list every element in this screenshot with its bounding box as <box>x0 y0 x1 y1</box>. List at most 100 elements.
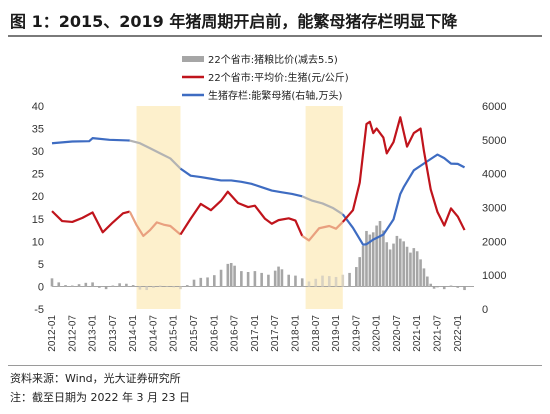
footer-divider <box>8 365 542 366</box>
x-tick-2018-07: 2018-07 <box>311 315 322 352</box>
ratio-bar-68 <box>426 276 429 287</box>
x-tick-2013-07: 2013-07 <box>108 315 119 352</box>
ratio-bar-45 <box>341 274 345 287</box>
sows-line-segment-0 <box>51 137 130 145</box>
ratio-bar-14 <box>145 286 148 291</box>
ratio-bar-36 <box>280 269 284 287</box>
ratio-bar-44 <box>334 276 338 287</box>
sows-line-segment-1 <box>129 139 182 170</box>
ratio-bar-61 <box>402 241 405 287</box>
left-tick-20: 20 <box>32 191 44 203</box>
left-tick-15: 15 <box>32 214 44 226</box>
x-tick-2016-07: 2016-07 <box>230 315 241 352</box>
right-tick-5000: 5000 <box>482 135 506 147</box>
ratio-bar-10 <box>118 283 121 287</box>
sows-line-segment-2 <box>179 167 303 198</box>
ratio-bar-66 <box>419 259 422 287</box>
x-tick-2016-01: 2016-01 <box>209 315 220 352</box>
ratio-bar-12 <box>131 285 135 287</box>
right-tick-4000: 4000 <box>482 169 506 181</box>
ratio-bar-20 <box>185 285 189 287</box>
ratio-bar-64 <box>412 248 416 287</box>
x-tick-2012-07: 2012-07 <box>67 315 78 352</box>
ratio-bar-38 <box>294 275 297 287</box>
ratio-bar-27 <box>229 262 233 287</box>
right-tick-1000: 1000 <box>482 270 506 282</box>
x-tick-2020-01: 2020-01 <box>372 315 383 352</box>
ratio-bar-5 <box>84 282 88 287</box>
ratio-bar-56 <box>385 242 389 287</box>
ratio-bar-6 <box>91 282 94 287</box>
left-tick-10: 10 <box>32 236 44 248</box>
sows-line-segment-4 <box>341 153 466 246</box>
ratio-bar-75 <box>463 286 466 291</box>
x-tick-2015-07: 2015-07 <box>189 315 200 352</box>
x-tick-2013-01: 2013-01 <box>88 315 99 352</box>
ratio-bar-72 <box>442 286 446 290</box>
ratio-bar-29 <box>240 271 243 287</box>
ratio-bar-13 <box>138 286 142 290</box>
ratio-bar-40 <box>307 281 311 287</box>
source-note: 资料来源：Wind，光大证券研究所 <box>10 372 181 385</box>
shaded-period-2 <box>305 106 343 309</box>
ratio-bar-21 <box>192 279 196 287</box>
ratio-bar-1 <box>57 282 61 287</box>
ratio-bar-15 <box>152 286 155 288</box>
ratio-bar-74 <box>456 286 460 288</box>
ratio-bar-24 <box>213 275 216 287</box>
left-tick-30: 30 <box>32 146 44 158</box>
price-line-segment-2 <box>179 190 304 237</box>
ratio-bar-69 <box>429 283 433 287</box>
ratio-bar-42 <box>321 275 324 287</box>
ratio-bar-60 <box>398 238 402 287</box>
ratio-bar-30 <box>246 272 250 287</box>
ratio-bar-35 <box>277 266 280 287</box>
price-line-segment-0 <box>51 210 131 234</box>
ratio-bar-11 <box>125 283 128 287</box>
ratio-bar-33 <box>267 274 270 287</box>
x-tick-2014-07: 2014-07 <box>148 315 159 352</box>
ratio-bar-31 <box>253 271 257 287</box>
ratio-bar-2 <box>64 285 67 287</box>
ratio-bar-67 <box>422 268 426 287</box>
ratio-bar-3 <box>70 285 74 287</box>
ratio-bar-25 <box>219 269 223 287</box>
ratio-bar-49 <box>361 245 365 287</box>
ratio-bar-55 <box>382 230 385 287</box>
ratio-bar-16 <box>158 285 162 287</box>
ratio-bar-46 <box>348 272 351 287</box>
ratio-bar-39 <box>300 278 304 287</box>
shaded-period-1 <box>136 106 181 309</box>
x-tick-2019-07: 2019-07 <box>351 315 362 352</box>
ratio-bar-19 <box>179 286 182 290</box>
x-tick-2017-07: 2017-07 <box>270 315 281 352</box>
ratio-bar-23 <box>206 277 209 287</box>
x-tick-2021-07: 2021-07 <box>432 315 443 352</box>
right-tick-6000: 6000 <box>482 101 506 113</box>
ratio-bar-47 <box>355 267 358 287</box>
ratio-bar-7 <box>98 286 101 288</box>
series-lines <box>51 116 466 246</box>
ratio-bar-22 <box>199 277 203 287</box>
left-tick-35: 35 <box>32 124 44 136</box>
ratio-bar-9 <box>111 285 115 287</box>
ratio-bar-51 <box>368 234 372 287</box>
ratio-bar-71 <box>436 286 439 288</box>
price-line-segment-4 <box>341 116 466 231</box>
x-tick-2018-01: 2018-01 <box>290 315 301 352</box>
ratio-bar-48 <box>358 257 362 287</box>
left-tick-25: 25 <box>32 169 44 181</box>
legend-label-3: 生猪存栏:能繁母猪(右轴,万头) <box>208 89 342 102</box>
right-tick-2000: 2000 <box>482 236 506 248</box>
right-tick-0: 0 <box>482 304 488 316</box>
price-line-segment-1 <box>128 211 182 238</box>
x-tick-2015-01: 2015-01 <box>169 315 180 352</box>
x-tick-2022-01: 2022-01 <box>453 315 464 352</box>
ratio-bar-59 <box>395 235 399 287</box>
left-tick-40: 40 <box>32 101 44 113</box>
ratio-bar-32 <box>260 272 263 287</box>
ratio-bar-8 <box>104 286 108 290</box>
x-tick-2012-01: 2012-01 <box>47 315 58 352</box>
ratio-bar-62 <box>405 246 409 287</box>
x-tick-2020-07: 2020-07 <box>392 315 403 352</box>
